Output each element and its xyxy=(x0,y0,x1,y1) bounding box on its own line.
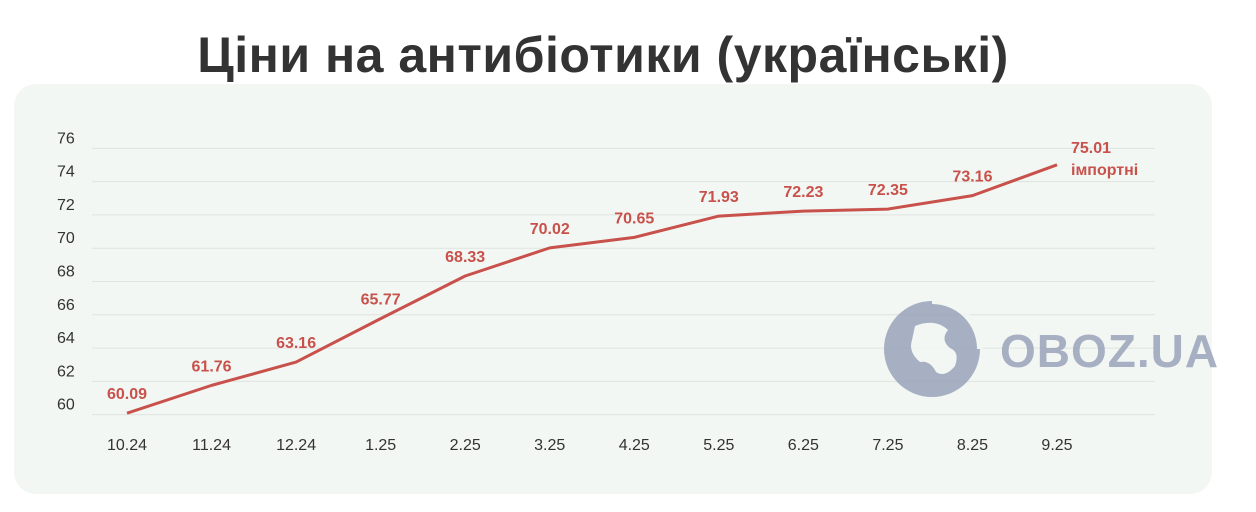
data-labels: 60.09 61.76 63.16 65.77 68.33 70.02 70.65 71.93… xyxy=(107,140,1138,403)
data-label: 63.16 xyxy=(276,335,316,352)
watermark-text: OBOZ.UA xyxy=(1000,325,1219,377)
y-tick-label: 68 xyxy=(57,264,75,281)
data-label-note: імпортні xyxy=(1071,162,1138,179)
series-line xyxy=(126,163,1058,415)
x-tick-label: 12.24 xyxy=(276,437,316,454)
data-label: 71.93 xyxy=(699,189,739,206)
x-tick-label: 11.24 xyxy=(192,437,231,454)
x-tick-label: 10.24 xyxy=(107,437,147,454)
data-label: 75.01 xyxy=(1071,140,1111,157)
data-label: 73.16 xyxy=(952,169,992,186)
x-tick-label: 7.25 xyxy=(872,437,903,454)
x-tick-label: 1.25 xyxy=(365,437,396,454)
data-label: 70.02 xyxy=(530,221,570,238)
data-label: 68.33 xyxy=(445,249,485,266)
y-tick-label: 76 xyxy=(57,130,75,147)
x-tick-label: 4.25 xyxy=(619,437,650,454)
data-label: 61.76 xyxy=(192,358,232,375)
y-tick-label: 72 xyxy=(57,197,75,214)
globe-ring-shape xyxy=(931,298,983,350)
x-tick-label: 6.25 xyxy=(788,437,819,454)
y-axis: 60 62 64 66 68 70 72 74 76 xyxy=(57,130,75,413)
x-tick-label: 3.25 xyxy=(534,437,565,454)
x-tick-label: 5.25 xyxy=(703,437,734,454)
data-label: 65.77 xyxy=(361,292,401,309)
x-tick-label: 8.25 xyxy=(957,437,988,454)
x-axis: 10.24 11.24 12.24 1.25 2.25 3.25 4.25 5.25 6.25 7… xyxy=(107,437,1073,454)
y-tick-label: 70 xyxy=(57,230,75,247)
y-tick-label: 66 xyxy=(57,297,75,314)
globe-land-shape xyxy=(911,322,957,374)
data-label: 72.23 xyxy=(783,184,823,201)
y-tick-label: 60 xyxy=(57,397,75,414)
data-label: 72.35 xyxy=(868,182,908,199)
y-tick-label: 64 xyxy=(57,330,75,347)
data-label: 70.65 xyxy=(614,210,654,227)
x-tick-label: 2.25 xyxy=(450,437,481,454)
watermark: OBOZ.UA xyxy=(884,298,1219,397)
data-label: 60.09 xyxy=(107,386,147,403)
x-tick-label: 9.25 xyxy=(1041,437,1072,454)
chart-panel xyxy=(14,84,1212,494)
y-tick-label: 74 xyxy=(57,164,75,181)
y-tick-label: 62 xyxy=(57,363,75,380)
gridlines xyxy=(92,147,1155,416)
chart-title: Ціни на антибіотики (українські) xyxy=(197,27,1009,83)
